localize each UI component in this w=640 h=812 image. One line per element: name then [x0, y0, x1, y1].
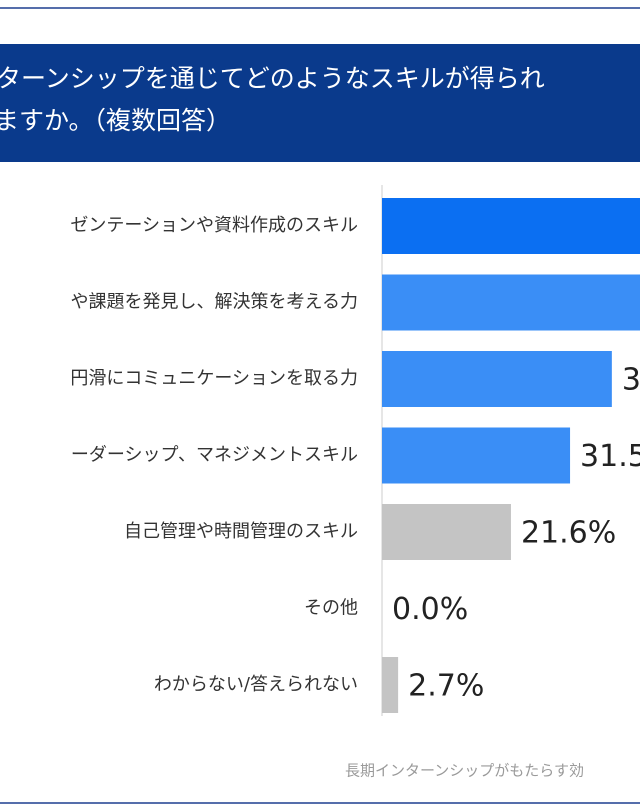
category-label: ーダーシップ、マネジメントスキル [71, 445, 358, 466]
category-label: その他 [304, 598, 358, 619]
category-label: ゼンテーションや資料作成のスキル [70, 215, 358, 236]
chart-title: ますか。（複数回答） [0, 106, 231, 135]
value-label: 3 [622, 363, 640, 398]
value-label: 2.7% [408, 669, 484, 704]
value-label: 0.0% [392, 592, 468, 627]
category-label: 自己管理や時間管理のスキル [124, 521, 358, 542]
source: 長期インターンシップがもたらす効 [345, 762, 584, 780]
bar [382, 427, 571, 484]
bar [382, 504, 511, 560]
chart-title: ターンシップを通じてどのようなスキルが得られ [0, 64, 545, 93]
category-label: わからない/答えられない [154, 674, 358, 695]
value-label: 31.5 [580, 439, 640, 474]
bar [382, 274, 640, 331]
title-box [0, 44, 640, 162]
bar [382, 198, 640, 254]
bar [382, 351, 612, 407]
category-label: 円滑にコミュニケーションを取る力 [70, 368, 358, 389]
category-label: や課題を発見し、解決策を考える力 [71, 292, 358, 313]
bar [382, 657, 399, 713]
value-label: 21.6% [521, 516, 616, 551]
